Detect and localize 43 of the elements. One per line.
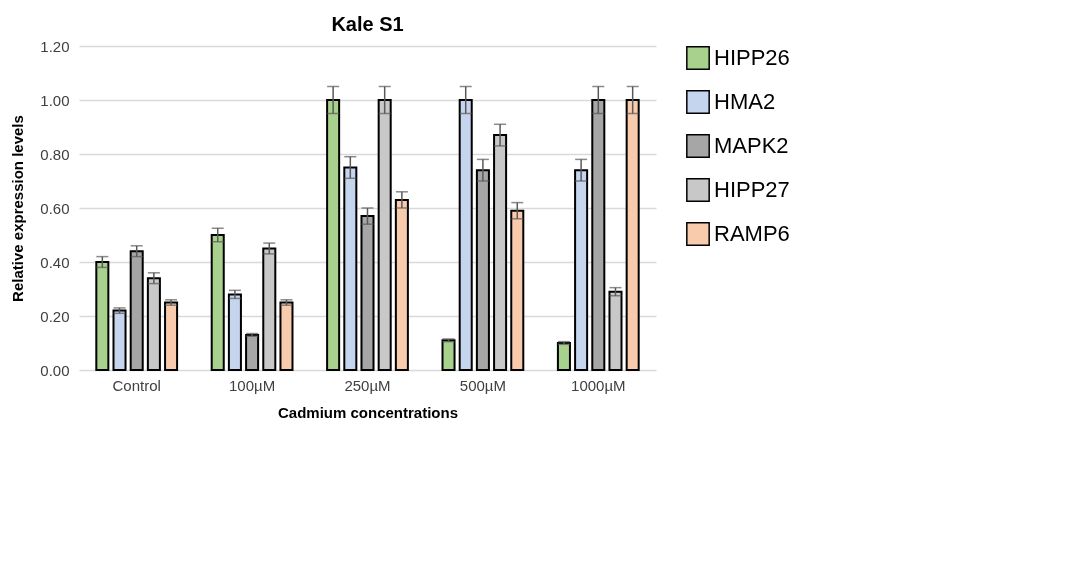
- legend-label: HIPP26: [714, 45, 790, 70]
- x-tick-label: 500µM: [459, 376, 506, 394]
- x-tick-label: 250µM: [344, 376, 391, 394]
- x-tick-label: Control: [112, 376, 161, 394]
- y-tick-label: 0.20: [40, 307, 70, 325]
- bar: [493, 134, 508, 371]
- chart-title: Kale S1: [331, 13, 404, 35]
- bar: [262, 247, 277, 371]
- y-axis-title: Relative expression levels: [9, 115, 27, 302]
- bar: [245, 333, 260, 371]
- bar: [164, 301, 179, 371]
- bar: [210, 234, 225, 371]
- x-tick-label: 100µM: [229, 376, 276, 394]
- bar: [458, 99, 473, 371]
- bar: [326, 99, 341, 371]
- bar: [360, 215, 375, 371]
- y-tick-label: 1.00: [40, 91, 70, 109]
- y-tick-label: 1.20: [40, 37, 70, 55]
- legend-label: HIPP27: [714, 177, 790, 202]
- bar: [475, 169, 490, 371]
- legend-label: MAPK2: [714, 133, 789, 158]
- bar: [591, 99, 606, 371]
- bar: [343, 166, 358, 371]
- bar: [441, 339, 456, 371]
- bar: [377, 99, 392, 371]
- bar: [95, 261, 110, 371]
- x-tick-label: 1000µM: [571, 376, 626, 394]
- bar: [394, 198, 409, 371]
- bar: [556, 342, 571, 371]
- bar: [112, 309, 127, 371]
- bar: [146, 277, 161, 371]
- bar: [625, 99, 640, 371]
- y-tick-label: 0.00: [40, 361, 70, 379]
- legend-label: RAMP6: [714, 221, 790, 246]
- y-tick-label: 0.40: [40, 253, 70, 271]
- legend-label: HMA2: [714, 89, 776, 114]
- bar: [129, 250, 144, 371]
- bar: [279, 301, 294, 371]
- x-axis-title: Cadmium concentrations: [277, 403, 459, 421]
- bar: [510, 209, 525, 371]
- bar: [574, 169, 589, 371]
- y-tick-label: 0.80: [40, 145, 70, 163]
- y-tick-label: 0.60: [40, 199, 70, 217]
